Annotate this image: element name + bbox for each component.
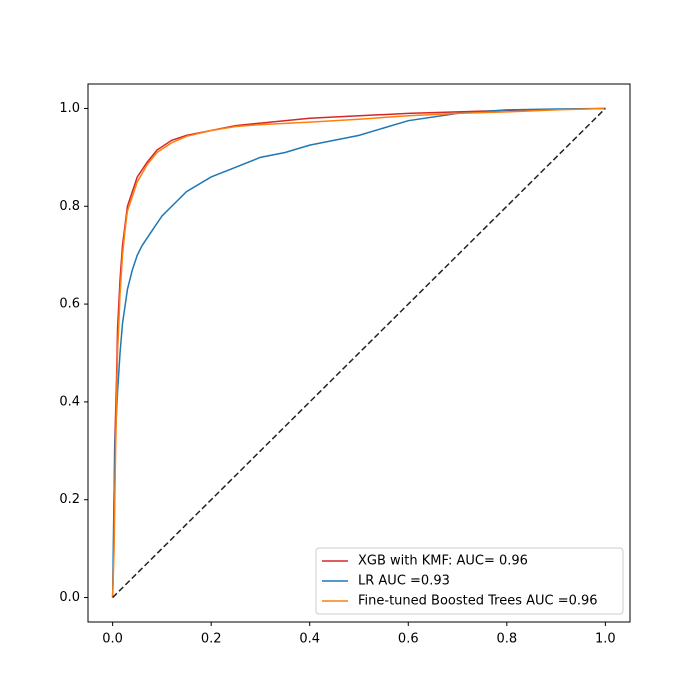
roc-curve xyxy=(111,107,606,598)
x-tick-label: 0.6 xyxy=(398,632,419,647)
legend-label: XGB with KMF: AUC= 0.96 xyxy=(358,554,528,569)
legend-label: Fine-tuned Boosted Trees AUC =0.96 xyxy=(358,594,598,609)
x-tick-label: 0.8 xyxy=(496,632,517,647)
x-tick-label: 0.0 xyxy=(102,632,123,647)
x-tick-label: 0.4 xyxy=(299,632,320,647)
y-tick-label: 0.8 xyxy=(59,199,80,214)
y-tick-label: 0.2 xyxy=(59,492,80,507)
reference-line xyxy=(112,107,606,599)
legend-box xyxy=(315,547,624,615)
legend-label: LR AUC =0.93 xyxy=(358,574,450,589)
y-tick-label: 1.0 xyxy=(59,101,80,116)
x-tick-label: 0.2 xyxy=(201,632,222,647)
y-tick-label: 0.6 xyxy=(59,297,80,312)
roc-curve xyxy=(111,107,606,598)
y-tick-label: 0.0 xyxy=(59,590,80,605)
roc-curve xyxy=(111,107,606,598)
y-tick-label: 0.4 xyxy=(59,394,80,409)
x-tick-label: 1.0 xyxy=(595,632,616,647)
plot-frame xyxy=(87,83,631,623)
